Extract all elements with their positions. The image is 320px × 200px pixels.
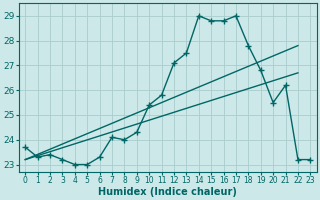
X-axis label: Humidex (Indice chaleur): Humidex (Indice chaleur) <box>98 187 237 197</box>
